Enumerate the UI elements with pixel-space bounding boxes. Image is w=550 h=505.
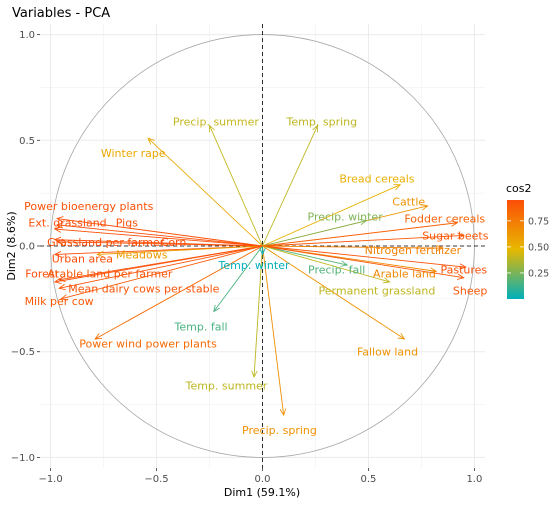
y-tick-label: −0.5 bbox=[11, 347, 35, 358]
arrow-sugar-beets bbox=[262, 235, 464, 247]
label-precip-spring: Precip. spring bbox=[242, 424, 317, 437]
label-precip-winter: Precip. winter bbox=[308, 210, 384, 223]
y-axis-label: Dim2 (8.6%) bbox=[5, 211, 18, 280]
x-tick-label: 0.0 bbox=[255, 474, 271, 485]
arrow-pastures bbox=[262, 245, 466, 267]
label-meadows: Meadows bbox=[116, 248, 168, 261]
arrow-mean-dairy-cows-per-stable bbox=[59, 245, 263, 288]
label-pastures: Pastures bbox=[440, 263, 487, 276]
x-tick-label: −0.5 bbox=[144, 474, 168, 485]
label-urban-area: Urban area bbox=[52, 253, 113, 266]
arrow-power-wind-power-plants bbox=[95, 245, 263, 339]
label-winter-rape: Winter rape bbox=[101, 147, 166, 160]
chart-title: Variables - PCA bbox=[12, 6, 110, 21]
arrow-precip-spring bbox=[262, 245, 284, 415]
label-sugar-beets: Sugar beets bbox=[422, 229, 489, 242]
arrow-precip-summer bbox=[210, 125, 263, 247]
arrow-permanent-grassland bbox=[262, 245, 390, 282]
arrow-temp-fall bbox=[214, 245, 263, 312]
y-tick-label: −1.0 bbox=[11, 453, 35, 464]
arrow-nitrogen-fertilizer bbox=[262, 246, 443, 248]
arrow-milk-per-cow bbox=[61, 245, 263, 299]
arrow-arable-land-per-farmer bbox=[59, 245, 263, 280]
arrow-ext-grassland bbox=[57, 225, 263, 247]
label-fodder-cereals: Fodder cereals bbox=[404, 213, 485, 226]
cos2-legend: cos2 0.25 0.50 0.75 bbox=[506, 182, 549, 299]
label-arable-land: Arable land bbox=[373, 267, 436, 280]
arrow-bread-cereals bbox=[262, 185, 401, 247]
legend-colorbar bbox=[507, 200, 524, 299]
y-tick-label: 1.0 bbox=[19, 30, 35, 41]
x-axis-label: Dim1 (59.1%) bbox=[224, 486, 300, 499]
x-tick-label: 1.0 bbox=[466, 474, 482, 485]
label-nitrogen-fertilizer: Nitrogen fertilizer bbox=[365, 244, 462, 257]
legend-ticks: 0.25 0.50 0.75 bbox=[507, 216, 549, 279]
x-tick-label: 0.5 bbox=[360, 474, 376, 485]
label-precip-summer: Precip. summer bbox=[173, 115, 259, 128]
label-milk-per-cow: Milk per cow bbox=[25, 295, 94, 308]
legend-tick-label: 0.75 bbox=[528, 216, 549, 227]
label-temp-summer: Temp. summer bbox=[185, 380, 268, 393]
label-mean-dairy-cows-per-stable: Mean dairy cows per stable bbox=[68, 282, 219, 295]
label-temp-spring: Temp. spring bbox=[286, 115, 358, 128]
arrow-power-bioenergy-plants bbox=[57, 219, 263, 247]
arrow-pigs bbox=[55, 229, 263, 247]
variable-arrows bbox=[55, 125, 466, 415]
arrow-temp-spring bbox=[262, 125, 318, 247]
label-pigs: Pigs bbox=[116, 217, 138, 230]
arrow-precip-winter bbox=[262, 221, 367, 247]
label-power-bioenergy-plants: Power bioenergy plants bbox=[24, 200, 153, 213]
label-sheep: Sheep bbox=[453, 284, 487, 297]
label-forest: Forest bbox=[25, 267, 59, 280]
label-fallow-land: Fallow land bbox=[357, 346, 418, 359]
label-ext-grassland: Ext. grassland bbox=[28, 217, 106, 230]
arrow-sheep bbox=[262, 245, 464, 278]
label-power-wind-power-plants: Power wind power plants bbox=[79, 337, 217, 350]
label-permanent-grassland: Permanent grassland bbox=[319, 284, 436, 297]
label-temp-winter: Temp. winter bbox=[218, 259, 290, 272]
legend-title: cos2 bbox=[506, 182, 532, 195]
label-grassland-per-farmer: Grassland per farmer bbox=[47, 236, 165, 249]
arrow-winter-rape bbox=[148, 138, 263, 247]
legend-tick-label: 0.25 bbox=[528, 268, 549, 279]
label-arable-land-per-farmer: Arable land per farmer bbox=[47, 267, 173, 280]
arrow-temp-summer bbox=[254, 245, 263, 377]
x-tick-label: −1.0 bbox=[38, 474, 62, 485]
label-bread-cereals: Bread cereals bbox=[339, 172, 414, 185]
legend-tick-label: 0.50 bbox=[528, 242, 549, 253]
reference-lines bbox=[40, 24, 485, 468]
arrow-fallow-land bbox=[262, 245, 405, 339]
label-precip-fall: Precip. fall bbox=[308, 263, 365, 276]
label-cattle: Cattle bbox=[392, 196, 425, 209]
arrow-fodder-cereals bbox=[262, 223, 458, 247]
arrow-corn bbox=[57, 242, 263, 247]
arrow-meadows bbox=[97, 245, 263, 254]
x-axis-ticks: −1.0 −0.5 0.0 0.5 1.0 bbox=[38, 468, 482, 485]
arrow-precip-fall bbox=[262, 245, 348, 265]
label-temp-fall: Temp. fall bbox=[174, 320, 228, 333]
y-tick-label: 0.0 bbox=[19, 242, 35, 253]
label-corn: Corn bbox=[161, 236, 187, 249]
y-tick-label: 0.5 bbox=[19, 136, 35, 147]
y-axis-ticks: −1.0 −0.5 0.0 0.5 1.0 bbox=[11, 30, 40, 464]
variable-labels: Precip. summer Temp. spring Winter rape Bre… bbox=[24, 115, 489, 437]
